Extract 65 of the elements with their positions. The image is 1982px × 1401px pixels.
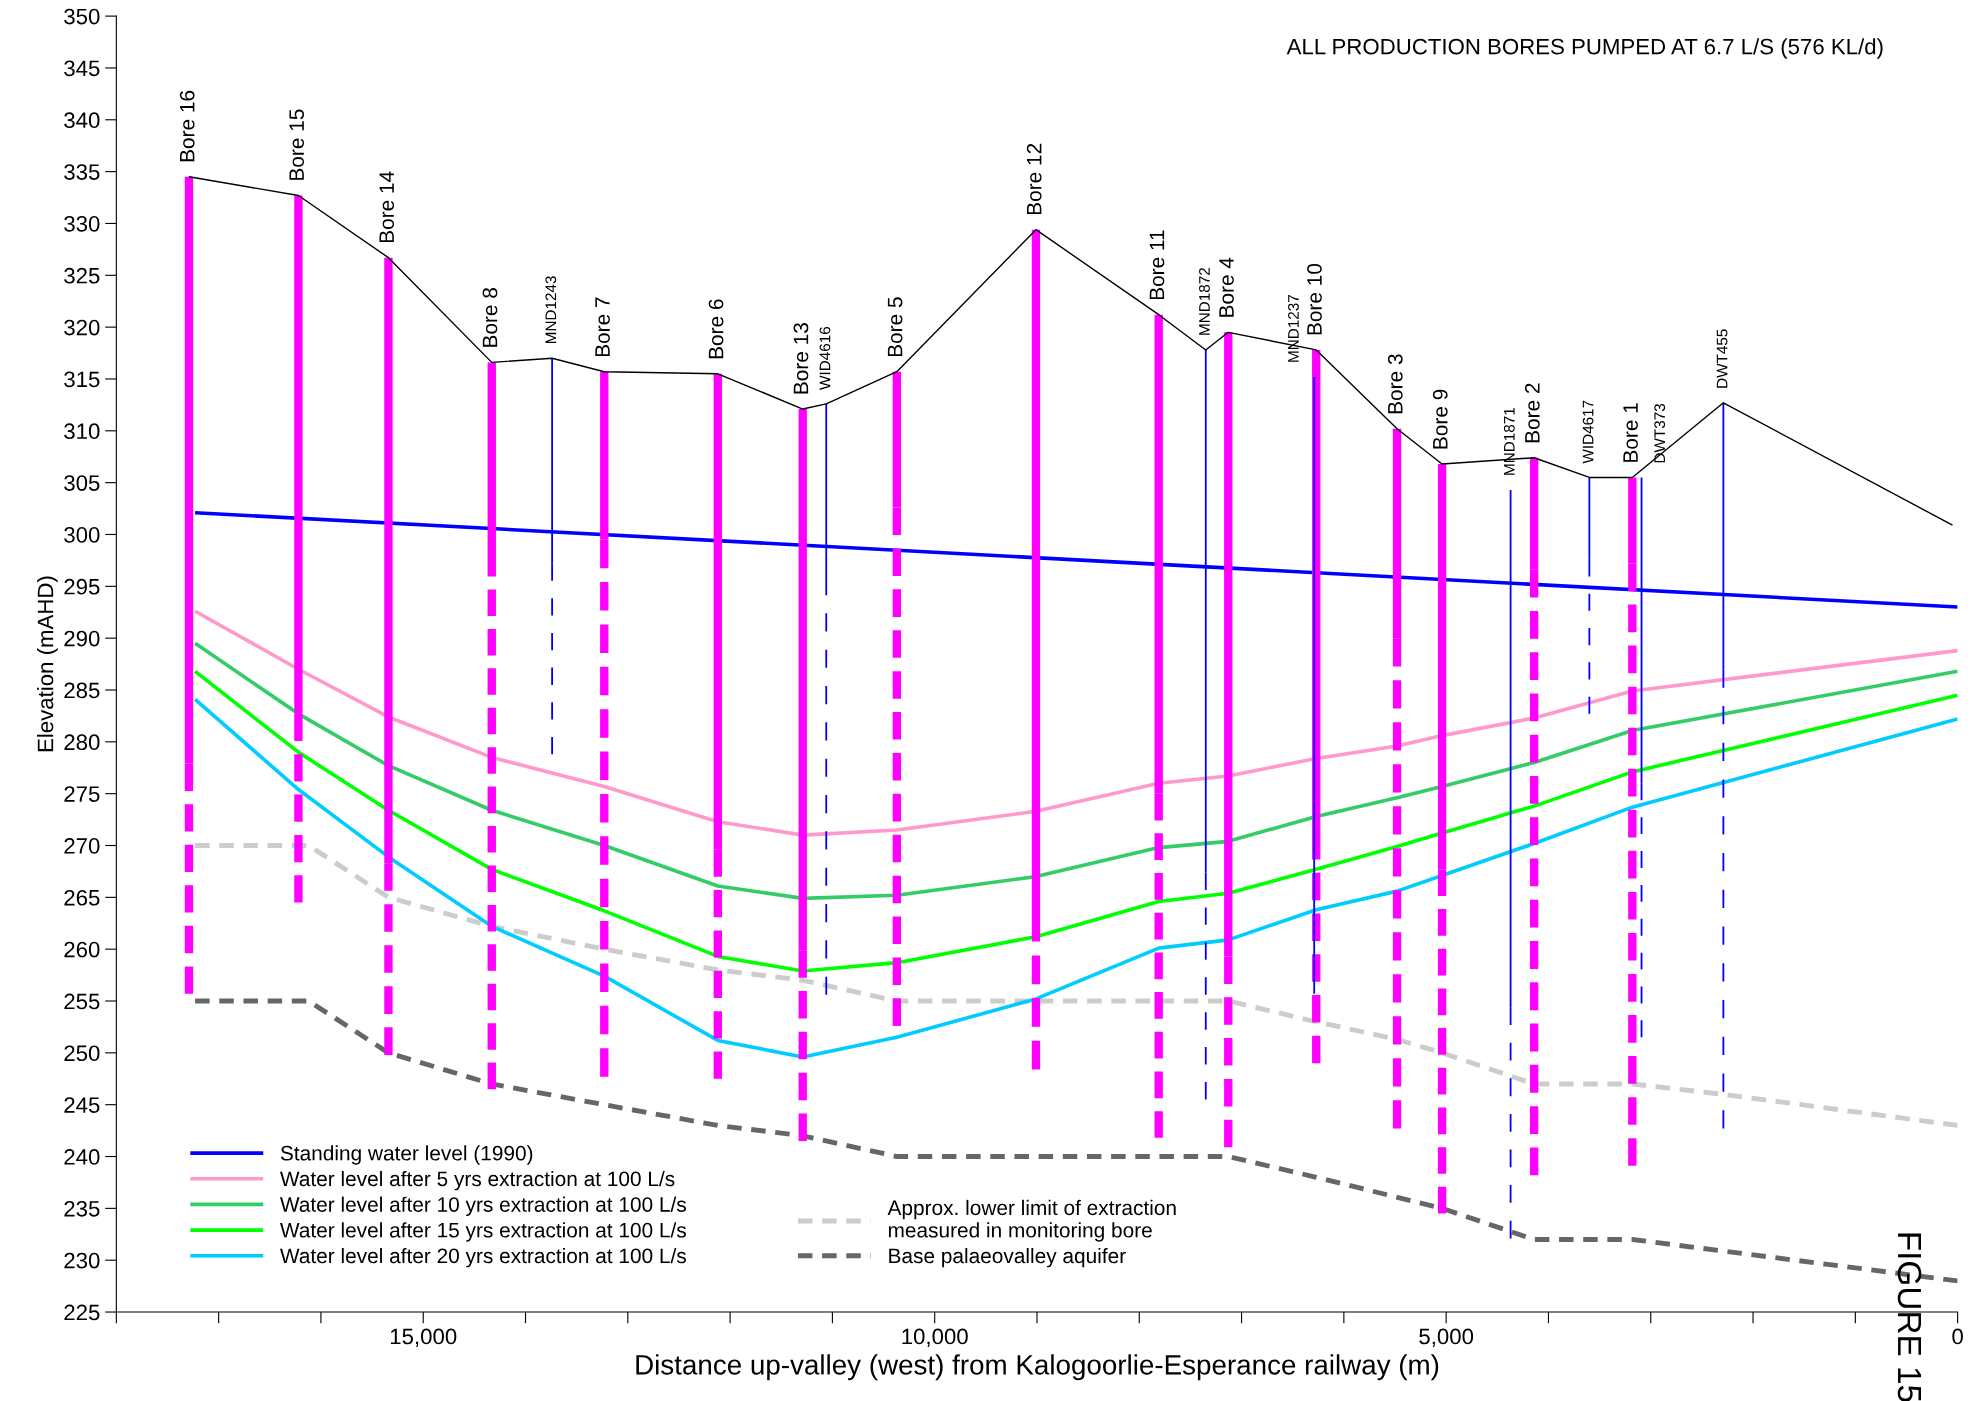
y-tick-label: 225 [64,1304,100,1321]
legend-label: Water level after 20 yrs extraction at 100 L/s [280,1247,686,1268]
text: Bore 4 [1219,257,1234,317]
y-tick-label: 250 [64,1045,100,1062]
legend-label: Water level after 10 yrs extraction at 100 L/s [280,1196,686,1217]
annotation: ALL PRODUCTION BORES PUMPED AT 6.7 L/S (576 KL/d) [1286,38,1883,59]
y-tick-label: 280 [64,734,100,751]
text: Bore 15 [289,109,305,180]
text: WID4616 [819,326,831,390]
text: Bore 2 [1524,383,1540,443]
text: Bore 13 [793,323,809,394]
x-tick-label: 15,000 [390,1328,457,1347]
y-tick-label: 315 [64,371,100,388]
y-tick-label: 275 [64,786,100,802]
y-tick-label: 310 [64,423,100,440]
text: Bore 16 [179,90,195,162]
y-tick-label: 230 [64,1252,100,1269]
legend-label: Water level after 5 yrs extraction at 100 L/s [280,1170,675,1191]
text: Bore 6 [708,299,724,359]
y-tick-label: 330 [64,215,100,232]
legend-label: Water level after 15 yrs extraction at 100 L/s [280,1222,686,1242]
y-tick-label: 270 [64,838,100,854]
text: Bore 9 [1432,389,1448,449]
text: Bore 8 [482,288,498,347]
text: MND1237 [1288,295,1299,362]
text: DWT455 [1716,329,1728,388]
y-tick-label: 300 [64,527,100,543]
text: DWT373 [1654,403,1666,463]
annotation: FIGURE 15 [1897,1233,1922,1401]
text: Bore 11 [1149,230,1165,300]
text: MND1871 [1503,407,1515,475]
text: Bore 7 [595,297,610,357]
text: MND1872 [1199,268,1210,335]
y-tick-label: 295 [64,578,100,595]
y-tick-label: 255 [64,993,100,1010]
text: Bore 10 [1307,263,1322,335]
x-tick-label: 10,000 [902,1328,968,1347]
y-tick-label: 325 [64,267,100,284]
text: Bore 1 [1623,403,1638,462]
text: WID4617 [1582,400,1594,464]
text: MND1243 [545,276,557,344]
y-tick-label: 345 [64,60,100,77]
y-tick-label: 290 [64,630,100,647]
y-tick-label: 335 [64,164,100,180]
y-tick-label: 265 [64,889,100,906]
x-axis-title: Distance up-valley (west) from Kalogoorlie-Esperance railway (m) [636,1354,1439,1381]
x-tick-label: 5,000 [1419,1328,1474,1347]
y-tick-label: 285 [64,682,100,699]
y-tick-label: 260 [64,941,100,958]
legend-label: Base palaeovalley aquifer [889,1247,1126,1268]
y-tick-label: 340 [64,112,100,129]
y-tick-label: 305 [64,475,100,491]
text: Bore 5 [887,297,903,357]
y-tick-label: 350 [64,8,100,25]
y-axis-title: Elevation (mAHD) [37,576,58,752]
legend-label: Approx. lower limit of extraction measured in monitoring bore [887,1199,1176,1242]
legend-label: Standing water level (1990) [280,1145,533,1165]
y-tick-label: 240 [64,1149,100,1165]
text: Bore 14 [379,171,395,243]
x-tick-label: 0 [1952,1328,1963,1345]
text: Bore 3 [1387,354,1403,414]
y-tick-label: 245 [64,1097,100,1113]
y-tick-label: 235 [64,1200,100,1217]
y-tick-label: 320 [64,319,100,336]
text: Bore 12 [1026,143,1042,215]
